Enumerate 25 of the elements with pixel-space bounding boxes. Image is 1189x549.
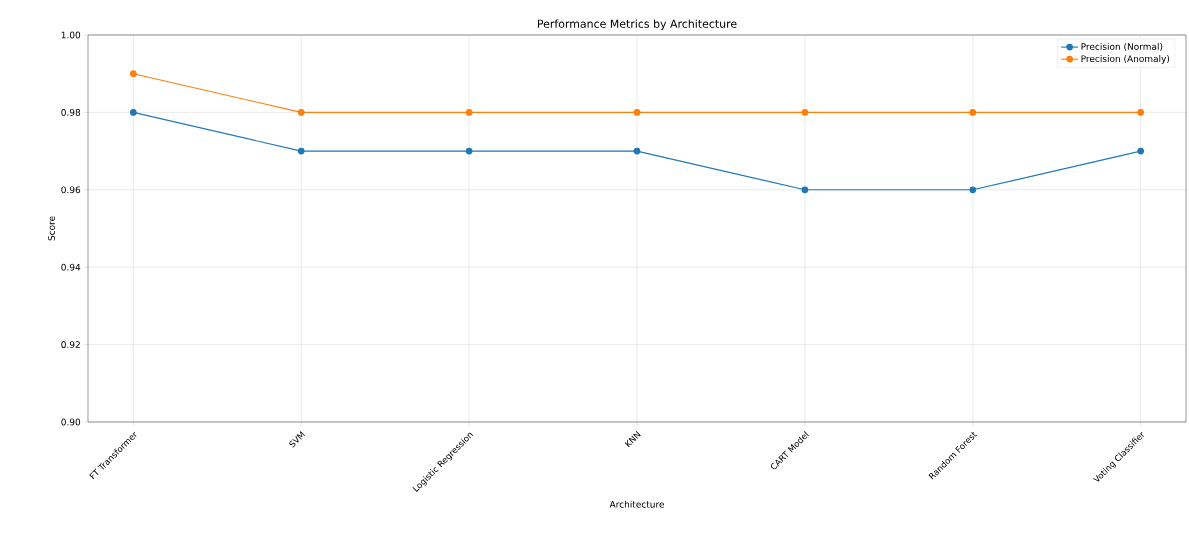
x-axis-title: Architecture (609, 500, 664, 508)
point (129, 109, 137, 116)
point (801, 109, 809, 116)
y-tick-label: 0.90 (61, 418, 81, 426)
y-tick-label: 0.96 (61, 186, 81, 194)
point (633, 109, 641, 116)
point (297, 147, 305, 155)
point (129, 70, 137, 78)
legend-label: Precision (Anomaly) (1081, 55, 1170, 64)
point (1137, 147, 1145, 155)
point (633, 147, 641, 155)
y-axis-title: Score (48, 216, 55, 241)
point (969, 109, 977, 116)
chart-title: Performance Metrics by Architecture (537, 19, 737, 30)
y-tick-label: 0.92 (61, 341, 80, 348)
point (1137, 109, 1145, 116)
point (297, 109, 305, 116)
y-tick-label: 0.94 (61, 263, 81, 271)
point (801, 186, 809, 194)
legend-label: Precision (Normal) (1081, 43, 1163, 52)
point (465, 147, 473, 155)
y-tick-label: 0.98 (61, 109, 81, 116)
y-tick-label: 1.00 (61, 31, 81, 39)
point (969, 186, 977, 194)
point (465, 109, 473, 116)
